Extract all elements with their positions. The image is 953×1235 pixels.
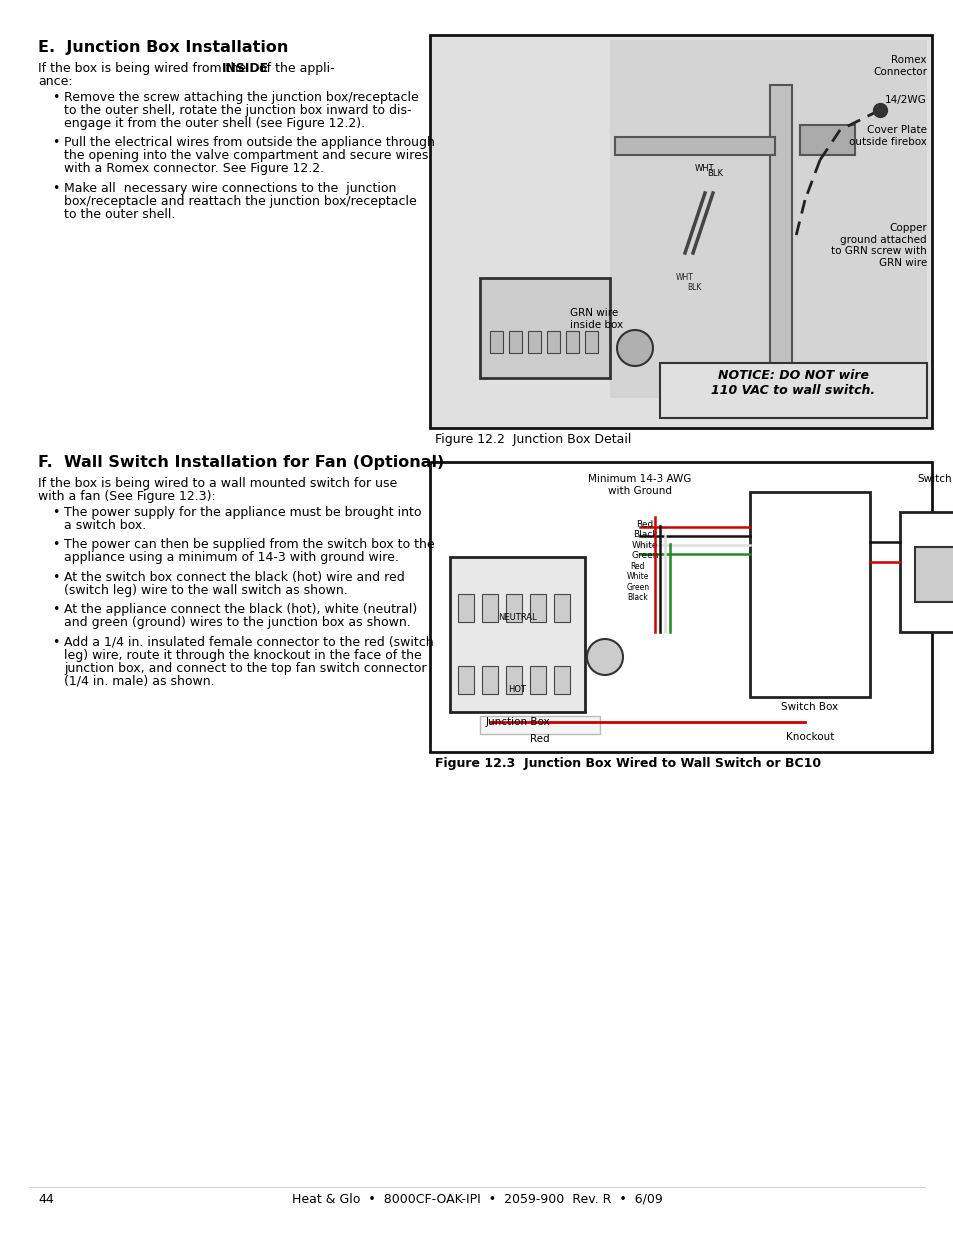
Text: with a Romex connector. See Figure 12.2.: with a Romex connector. See Figure 12.2. — [64, 162, 324, 175]
Text: GRN wire
inside box: GRN wire inside box — [569, 308, 622, 330]
Text: WHT: WHT — [676, 273, 693, 283]
Text: NOTICE: DO NOT wire
110 VAC to wall switch.: NOTICE: DO NOT wire 110 VAC to wall swit… — [711, 369, 875, 396]
Text: At the switch box connect the black (hot) wire and red: At the switch box connect the black (hot… — [64, 571, 404, 584]
Text: ance:: ance: — [38, 75, 72, 88]
Bar — [769, 85, 791, 398]
Circle shape — [586, 638, 622, 676]
Text: to the outer shell.: to the outer shell. — [64, 207, 175, 221]
Bar — [430, 462, 931, 752]
Text: The power can then be supplied from the switch box to the: The power can then be supplied from the … — [64, 538, 435, 551]
Bar — [490, 331, 502, 353]
Bar — [659, 363, 926, 417]
Text: •: • — [52, 182, 59, 195]
Bar — [430, 35, 931, 429]
Text: a switch box.: a switch box. — [64, 519, 146, 531]
Text: •: • — [52, 603, 59, 616]
Text: •: • — [52, 538, 59, 551]
Bar — [609, 40, 926, 398]
Text: Switch: Switch — [917, 474, 951, 484]
Text: engage it from the outer shell (see Figure 12.2).: engage it from the outer shell (see Figu… — [64, 116, 365, 130]
Text: 14/2WG: 14/2WG — [884, 95, 926, 105]
Text: Red: Red — [530, 734, 549, 743]
Text: If the box is being wired to a wall mounted switch for use: If the box is being wired to a wall moun… — [38, 477, 396, 490]
Text: appliance using a minimum of 14-3 with ground wire.: appliance using a minimum of 14-3 with g… — [64, 551, 398, 564]
Bar — [749, 492, 869, 697]
Text: Figure 12.2  Junction Box Detail: Figure 12.2 Junction Box Detail — [435, 433, 631, 446]
Bar — [530, 666, 545, 694]
Text: The power supply for the appliance must be brought into: The power supply for the appliance must … — [64, 505, 421, 519]
Bar — [530, 594, 545, 622]
Text: WHT: WHT — [695, 164, 714, 173]
Circle shape — [617, 330, 652, 366]
Text: junction box, and connect to the top fan switch connector: junction box, and connect to the top fan… — [64, 662, 426, 674]
Text: Remove the screw attaching the junction box/receptacle: Remove the screw attaching the junction … — [64, 90, 418, 104]
Text: F.  Wall Switch Installation for Fan (Optional): F. Wall Switch Installation for Fan (Opt… — [38, 454, 444, 471]
Bar — [479, 716, 599, 734]
Bar — [800, 125, 854, 156]
Bar — [914, 547, 953, 601]
Text: •: • — [52, 571, 59, 584]
Text: Minimum 14-3 AWG
with Ground: Minimum 14-3 AWG with Ground — [588, 474, 691, 495]
Text: Copper
ground attached
to GRN screw with
GRN wire: Copper ground attached to GRN screw with… — [830, 224, 926, 268]
Text: Switch Box: Switch Box — [781, 701, 838, 713]
Text: •: • — [52, 636, 59, 648]
Text: BLK: BLK — [686, 284, 700, 293]
Text: to the outer shell, rotate the junction box inward to dis-: to the outer shell, rotate the junction … — [64, 104, 411, 116]
Bar — [481, 594, 497, 622]
Text: NEUTRAL: NEUTRAL — [497, 613, 537, 621]
Text: E.  Junction Box Installation: E. Junction Box Installation — [38, 40, 288, 56]
Bar — [554, 594, 569, 622]
Text: Junction Box: Junction Box — [485, 718, 549, 727]
Bar — [450, 557, 584, 713]
Bar — [505, 666, 521, 694]
Text: •: • — [52, 505, 59, 519]
Text: •: • — [52, 90, 59, 104]
Text: Make all  necessary wire connections to the  junction: Make all necessary wire connections to t… — [64, 182, 395, 195]
Bar — [546, 331, 559, 353]
Bar — [457, 594, 474, 622]
Text: and green (ground) wires to the junction box as shown.: and green (ground) wires to the junction… — [64, 616, 411, 629]
Bar — [554, 666, 569, 694]
Bar — [505, 594, 521, 622]
Text: Cover Plate
outside firebox: Cover Plate outside firebox — [848, 125, 926, 147]
Bar — [479, 278, 609, 378]
Text: with a fan (See Figure 12.3):: with a fan (See Figure 12.3): — [38, 490, 215, 503]
Text: Pull the electrical wires from outside the appliance through: Pull the electrical wires from outside t… — [64, 136, 435, 149]
Bar — [527, 331, 540, 353]
Bar — [481, 666, 497, 694]
Text: 44: 44 — [38, 1193, 53, 1207]
Text: of the appli-: of the appli- — [254, 62, 335, 75]
Text: Red
White
Green
Black: Red White Green Black — [626, 562, 649, 603]
Text: Heat & Glo  •  8000CF-OAK-IPI  •  2059-900  Rev. R  •  6/09: Heat & Glo • 8000CF-OAK-IPI • 2059-900 R… — [292, 1193, 661, 1207]
Text: BLK: BLK — [706, 169, 722, 178]
Text: INSIDE: INSIDE — [221, 62, 269, 75]
Text: If the box is being wired from the: If the box is being wired from the — [38, 62, 250, 75]
Text: Red
Black
White
Green: Red Black White Green — [631, 520, 659, 561]
Text: HOT: HOT — [508, 685, 526, 694]
Bar — [565, 331, 578, 353]
Text: At the appliance connect the black (hot), white (neutral): At the appliance connect the black (hot)… — [64, 603, 416, 616]
Text: Romex
Connector: Romex Connector — [872, 56, 926, 77]
Text: box/receptacle and reattach the junction box/receptacle: box/receptacle and reattach the junction… — [64, 195, 416, 207]
Bar — [615, 137, 774, 156]
Bar — [899, 513, 953, 632]
Text: Add a 1/4 in. insulated female connector to the red (switch: Add a 1/4 in. insulated female connector… — [64, 636, 434, 648]
Text: (1/4 in. male) as shown.: (1/4 in. male) as shown. — [64, 674, 214, 688]
Bar — [509, 331, 521, 353]
Text: Knockout: Knockout — [785, 732, 833, 742]
Text: leg) wire, route it through the knockout in the face of the: leg) wire, route it through the knockout… — [64, 648, 421, 662]
Bar — [457, 666, 474, 694]
Text: Figure 12.3  Junction Box Wired to Wall Switch or BC10: Figure 12.3 Junction Box Wired to Wall S… — [435, 757, 821, 769]
Text: (switch leg) wire to the wall switch as shown.: (switch leg) wire to the wall switch as … — [64, 584, 348, 597]
Text: •: • — [52, 136, 59, 149]
Text: the opening into the valve compartment and secure wires: the opening into the valve compartment a… — [64, 149, 428, 162]
Bar — [584, 331, 598, 353]
